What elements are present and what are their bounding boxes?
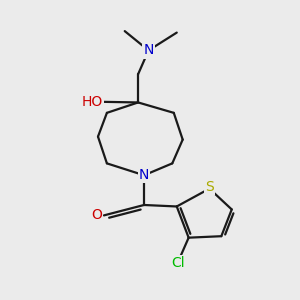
Text: S: S	[205, 180, 214, 194]
Text: HO: HO	[81, 95, 103, 109]
Text: N: N	[139, 168, 149, 182]
Text: O: O	[91, 208, 102, 222]
Text: N: N	[143, 44, 154, 57]
Text: Cl: Cl	[171, 256, 185, 270]
